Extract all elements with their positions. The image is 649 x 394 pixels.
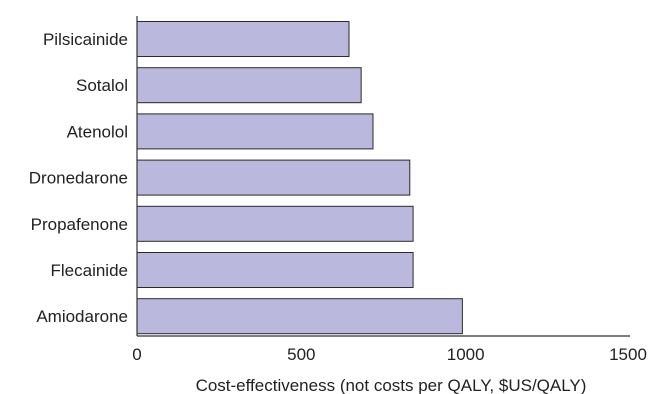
bars-group — [136, 21, 463, 335]
x-tick-labels: 0 500 1000 1500 — [132, 345, 647, 364]
bar-propafenone — [136, 205, 414, 242]
bar-dronedarone — [136, 159, 411, 196]
bar-sotalol — [136, 67, 362, 104]
bar-atenolol — [136, 113, 374, 150]
category-label-sotalol: Sotalol — [76, 76, 128, 95]
category-label-atenolol: Atenolol — [67, 122, 128, 141]
bar-pilsicainide — [136, 21, 350, 57]
bar-amiodarone — [136, 298, 463, 335]
category-label-flecainide: Flecainide — [51, 261, 129, 280]
category-labels: Pilsicainide Sotalol Atenolol Dronedarone Pr… — [29, 30, 128, 326]
x-tick-label-0: 0 — [132, 345, 141, 364]
x-tick-label-500: 500 — [287, 345, 315, 364]
x-axis-label: Cost-effectiveness (not costs per QALY, … — [196, 376, 587, 394]
bar-flecainide — [136, 252, 414, 288]
category-label-amiodarone: Amiodarone — [36, 307, 128, 326]
category-label-pilsicainide: Pilsicainide — [43, 30, 128, 49]
x-tick-label-1000: 1000 — [447, 345, 485, 364]
x-tick-label-1500: 1500 — [609, 345, 647, 364]
category-label-dronedarone: Dronedarone — [29, 169, 128, 188]
category-label-propafenone: Propafenone — [31, 215, 128, 234]
